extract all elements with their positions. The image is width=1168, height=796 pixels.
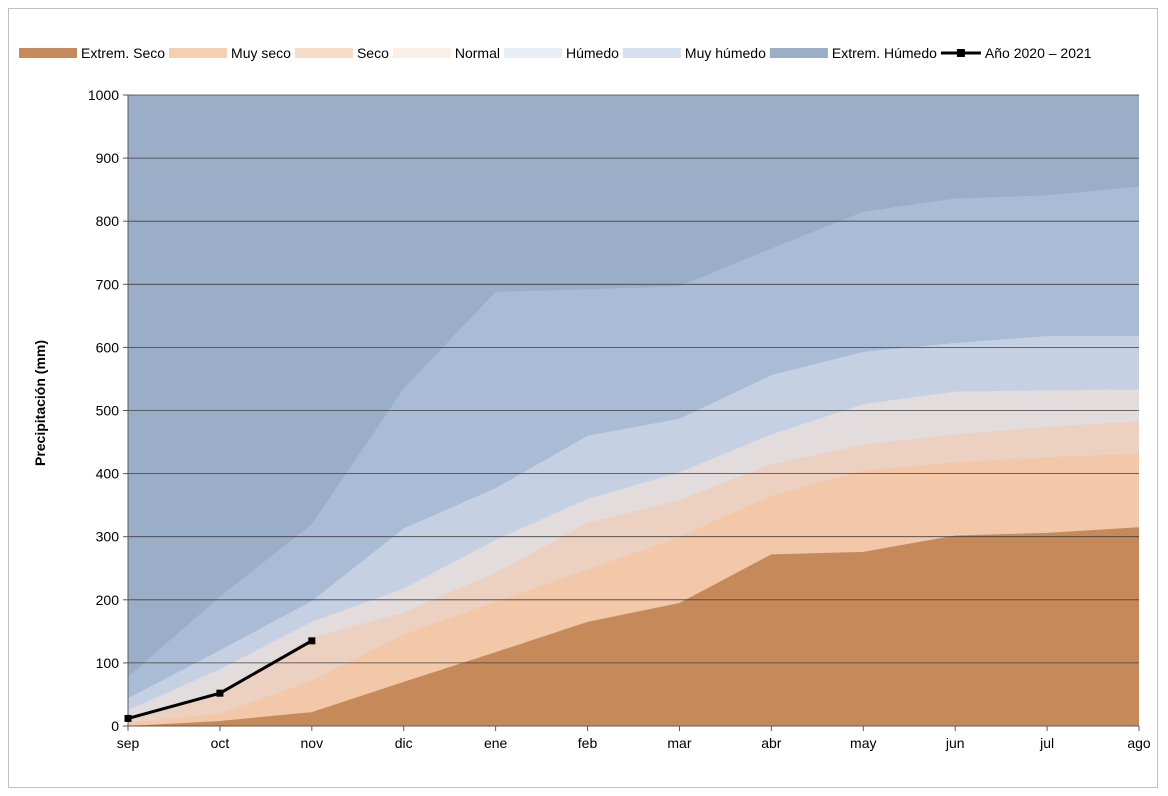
legend-swatch [392,48,451,58]
y-tick-label-9: 900 [96,150,120,166]
series-point-1 [216,689,224,697]
x-tick-label-ago: ago [1127,735,1151,751]
series-point-2 [308,637,316,645]
series-point-0 [124,714,132,722]
legend-label: Extrem. Húmedo [832,45,937,61]
legend-swatch [19,48,77,58]
legend-item-5: Muy húmedo [622,45,766,61]
y-tick-label-0: 0 [111,718,119,734]
y-tick-label-6: 600 [96,339,120,355]
legend-item-3: Normal [392,45,500,61]
y-tick-label-3: 300 [96,529,120,545]
legend-item-7: Año 2020 – 2021 [940,45,1092,61]
legend-swatch [622,48,681,58]
y-tick-label-4: 400 [96,466,120,482]
legend-label: Muy húmedo [685,45,766,61]
x-tick-label-jun: jun [945,735,965,751]
legend-swatch [294,48,353,58]
legend-item-4: Húmedo [504,45,619,61]
legend-label: Húmedo [566,45,619,61]
y-tick-label-1: 100 [96,655,120,671]
y-tick-label-8: 800 [96,213,120,229]
legend-label: Seco [357,45,389,61]
x-tick-label-sep: sep [117,735,140,751]
y-tick-labels: 0 100 200 300 400 500 600 700 800 900 1000 [88,87,119,734]
y-axis-label: Precipitación (mm) [32,340,48,466]
legend-label: Extrem. Seco [81,45,165,61]
x-tick-label-feb: feb [578,735,598,751]
x-tick-labels: sep oct nov dic ene feb mar abr may jun jul ago [117,735,1151,751]
gridlines [128,94,1139,664]
x-tick-label-jul: jul [1039,735,1054,751]
x-tick-label-mar: mar [667,735,691,751]
legend-swatch [169,48,228,58]
legend-label: Muy seco [231,45,291,61]
chart-frame: 0 100 200 300 400 500 600 700 800 900 1000 sep oct n… [8,8,1158,788]
legend-swatch [504,48,562,58]
legend-label: Normal [455,45,500,61]
x-tick-label-oct: oct [211,735,230,751]
y-tick-label-10: 1000 [88,87,119,103]
y-tick-label-5: 500 [96,403,120,419]
legend-item-1: Muy seco [169,45,291,61]
legend-marker-swatch [956,49,965,57]
legend: Extrem. Seco Muy seco Seco Normal Húmedo Muy … [19,45,1092,61]
area-bands [128,95,1139,726]
legend-label: Año 2020 – 2021 [985,45,1092,61]
precipitation-chart: 0 100 200 300 400 500 600 700 800 900 1000 sep oct n… [19,45,1151,751]
y-tick-label-7: 700 [96,276,120,292]
x-tick-label-dic: dic [395,735,413,751]
x-tick-label-abr: abr [761,735,782,751]
x-tick-label-may: may [850,735,876,751]
axes [123,94,1140,731]
band-6 [128,527,1139,726]
legend-item-2: Seco [294,45,389,61]
legend-item-6: Extrem. Húmedo [769,45,937,61]
legend-item-0: Extrem. Seco [19,45,165,61]
x-tick-label-ene: ene [484,735,508,751]
series-lines [124,637,316,722]
x-tick-label-nov: nov [301,735,324,751]
y-tick-label-2: 200 [96,592,120,608]
legend-swatch [769,48,828,58]
